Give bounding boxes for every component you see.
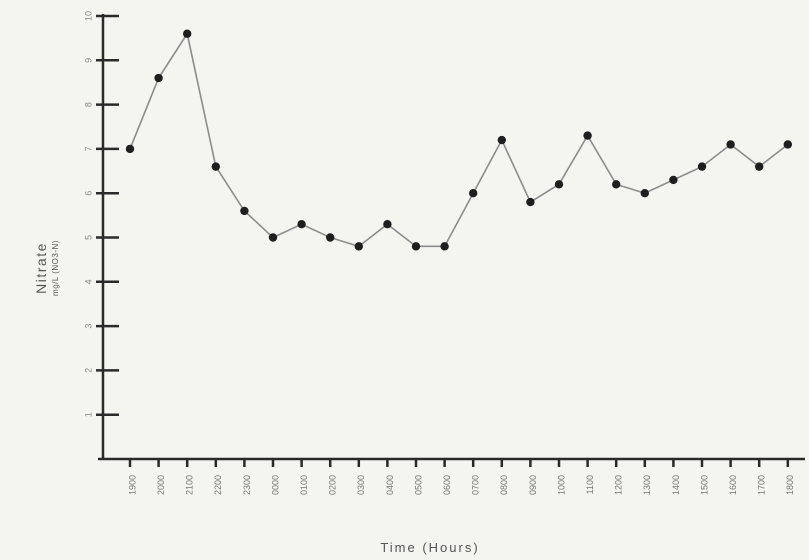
x-tick-label: 0500 xyxy=(413,475,423,495)
data-point xyxy=(240,206,249,216)
y-tick-label: 10 xyxy=(83,11,93,21)
data-point xyxy=(583,131,592,140)
x-tick-label: 2200 xyxy=(213,475,223,495)
data-point xyxy=(669,175,678,185)
x-tick-label: 0200 xyxy=(328,475,338,495)
y-axis: 1 2 3 4 5 6 7 8 9 10 xyxy=(83,11,119,459)
y-tick-label: 3 xyxy=(83,324,93,329)
y-tick-label: 1 xyxy=(83,412,93,417)
data-point xyxy=(726,140,735,149)
x-tick-label: 1100 xyxy=(585,475,595,494)
y-tick-label: 6 xyxy=(83,191,93,196)
x-tick-label: 0100 xyxy=(299,475,309,495)
series-line xyxy=(129,31,789,248)
x-tick-label: 1300 xyxy=(642,475,652,495)
data-point xyxy=(154,73,163,83)
x-tick-label: 1500 xyxy=(699,475,709,495)
x-tick-label: 0800 xyxy=(499,475,509,495)
data-point xyxy=(183,29,192,38)
data-point xyxy=(469,189,478,198)
data-point xyxy=(640,189,649,198)
y-tick-label: 8 xyxy=(83,102,93,107)
x-tick-label: 2100 xyxy=(185,475,195,495)
x-tick-label: 0300 xyxy=(356,475,366,495)
data-point xyxy=(211,162,220,171)
x-axis: 1900 2000 2100 2200 2300 0000 0100 0200 0300 0400… xyxy=(98,457,805,495)
x-tick-label: 1800 xyxy=(785,475,795,495)
x-tick-label: 1000 xyxy=(556,475,566,495)
data-point xyxy=(297,220,306,229)
data-point xyxy=(354,242,363,251)
x-tick-label: 0000 xyxy=(270,475,280,495)
data-point xyxy=(783,140,792,149)
y-tick-label: 5 xyxy=(83,235,93,240)
y-tick-label: 7 xyxy=(83,146,93,151)
series-nitrate xyxy=(125,29,792,251)
data-point xyxy=(125,144,135,154)
y-tick-label: 4 xyxy=(83,279,93,284)
x-tick-label: 0900 xyxy=(528,475,538,495)
data-point xyxy=(497,135,506,145)
data-point xyxy=(612,180,621,189)
x-tick-label: 2300 xyxy=(242,475,252,495)
x-tick-label: 1200 xyxy=(614,475,624,495)
x-tick-label: 0700 xyxy=(471,475,481,495)
data-point xyxy=(755,162,764,171)
x-tick-label: 2000 xyxy=(156,475,166,495)
data-point xyxy=(526,197,535,207)
x-axis-title: Time (Hours) xyxy=(380,540,479,555)
y-tick-label: 9 xyxy=(83,58,93,63)
x-tick-label: 0600 xyxy=(442,475,452,495)
data-point xyxy=(268,233,278,242)
y-axis-title: Nitrate xyxy=(33,242,49,294)
data-point xyxy=(383,220,392,229)
data-point xyxy=(326,233,335,242)
data-point xyxy=(411,242,421,251)
x-tick-label: 0400 xyxy=(385,475,395,495)
x-tick-label: 1400 xyxy=(671,475,681,495)
data-point xyxy=(440,242,449,251)
y-axis-units: mg/L (NO3-N) xyxy=(51,240,60,296)
x-tick-label: 1700 xyxy=(757,475,767,495)
data-point xyxy=(697,162,707,171)
x-tick-label: 1600 xyxy=(728,475,738,495)
data-point xyxy=(554,180,564,189)
y-tick-label: 2 xyxy=(83,368,93,373)
x-tick-label: 1900 xyxy=(127,475,137,495)
